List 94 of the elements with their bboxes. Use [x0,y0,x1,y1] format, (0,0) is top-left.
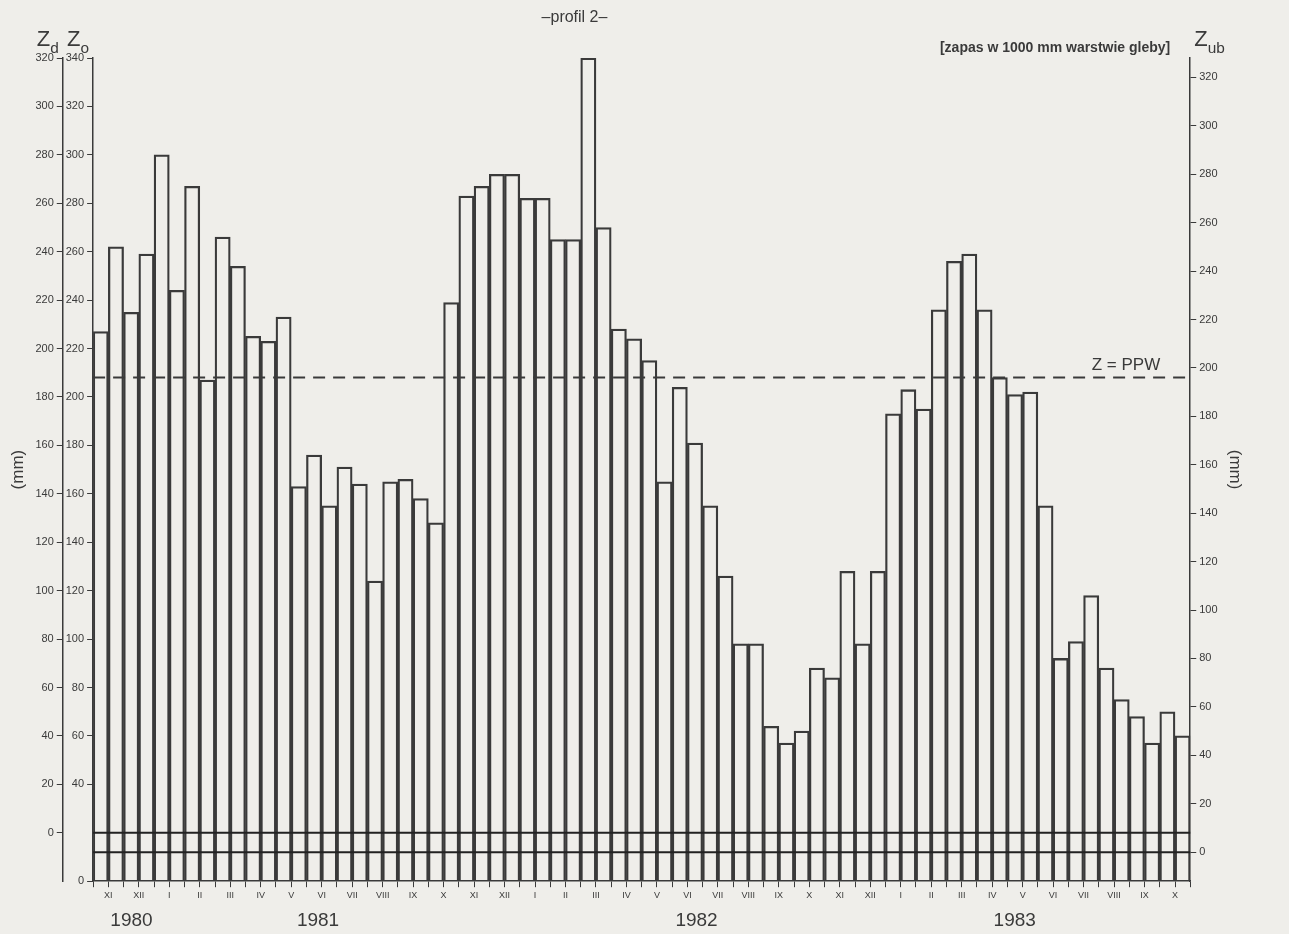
x-tick-label: XI [469,890,479,901]
x-tick-label: II [562,890,568,901]
y2-tick-label: 0 [47,825,54,838]
x-tick-label: IV [256,890,265,901]
y3-tick-label: 140 [1199,506,1218,519]
x-tick-label: IX [408,890,418,901]
x-tick-label: VI [1048,890,1058,901]
y3-tick-label: 240 [1199,264,1218,277]
y2-tick-label: 280 [35,147,54,160]
x-tick-label: IV [987,890,997,901]
y2-tick-label: 100 [35,583,54,596]
x-tick-label: X [806,890,813,901]
x-tick-label: I [899,890,902,901]
x-tick-label: II [197,890,203,901]
y-tick-label: 300 [65,147,85,160]
y2-tick-label: 120 [35,535,54,548]
x-tick-label: X [1172,890,1179,901]
text: 1982 [675,909,718,930]
y2-tick-label: 60 [41,680,54,693]
y2-tick-label: 260 [35,196,54,209]
y-tick-label: 320 [65,99,85,112]
x-tick-label: VIII [375,890,390,901]
y2-tick-label: 200 [35,341,54,354]
x-tick-label: IX [1140,890,1149,901]
y3-tick-label: 100 [1199,603,1218,616]
y2-tick-label: 180 [35,390,54,402]
y-tick-label: 160 [65,486,85,499]
text: 1983 [993,909,1036,930]
y-tick-label: 200 [65,390,85,402]
x-tick-label: XII [133,890,145,901]
y3-tick-label: 40 [1199,748,1212,761]
y-tick-label: 60 [71,728,85,741]
x-tick-label: VIII [1107,890,1121,901]
y2-tick-label: 240 [35,244,54,257]
x-tick-label: V [288,890,295,901]
text: 1981 [296,909,340,930]
x-tick-label: III [226,890,235,901]
y3-tick-label: 300 [1199,118,1218,131]
y2-tick-label: 20 [41,777,54,790]
y3-tick-label: 20 [1199,796,1212,809]
y-tick-label: 180 [65,438,85,451]
y2-axis-title: (mm) [7,449,27,490]
x-tick-label: IX [774,890,784,901]
chart-title: –profil 2– [541,8,608,25]
x-tick-label: VI [317,890,326,901]
x-tick-label: V [653,890,660,901]
y-tick-label: 40 [71,777,85,790]
x-tick-label: VII [346,890,358,901]
x-tick-label: III [957,890,966,901]
y3-tick-label: 200 [1199,360,1218,373]
x-tick-label: VII [712,890,724,901]
y3-tick-label: 320 [1199,70,1218,83]
x-tick-label: XI [104,890,113,901]
x-tick-label: XII [864,890,876,901]
x-tick-label: VIII [741,890,756,901]
x-tick-label: X [440,890,447,901]
x-tick-label: III [592,890,600,901]
y2-tick-label: 140 [35,486,54,499]
ref-line-label: Z = PPW [1091,354,1161,374]
y-tick-label: 240 [65,293,85,306]
y-tick-label: 220 [65,341,85,354]
x-tick-label: VII [1078,890,1090,901]
y-tick-label: 120 [65,583,85,596]
y3-tick-label: 220 [1199,312,1218,325]
y3-tick-label: 260 [1199,215,1218,228]
y2-tick-label: 220 [35,293,54,306]
y3-tick-label: 160 [1199,457,1218,470]
x-tick-label: IV [622,890,631,901]
y-tick-label: 280 [65,196,85,209]
y3-tick-label: 180 [1199,409,1218,422]
y3-tick-label: 120 [1199,554,1218,567]
x-tick-label: V [1019,890,1026,901]
y-tick-label: 140 [65,535,85,548]
y3-axis-title: (mm) [1226,449,1246,490]
x-tick-label: I [533,890,537,901]
y3-tick-label: 60 [1199,699,1212,712]
chart-subtitle: [zapas w 1000 mm warstwie gleby] [939,39,1171,55]
y-tick-label: 260 [65,244,85,257]
y2-tick-label: 40 [41,728,54,741]
y3-tick-label: 80 [1199,651,1212,664]
x-tick-label: I [168,890,171,901]
y-tick-label: 100 [65,632,85,645]
x-tick-label: XII [499,890,511,901]
y2-tick-label: 160 [35,438,54,451]
y-tick-label: 0 [77,874,85,887]
y3-tick-label: 280 [1199,167,1218,180]
x-tick-label: XI [835,890,845,901]
y3-tick-label: 0 [1199,845,1206,858]
y-tick-label: 80 [71,680,85,693]
y2-tick-label: 300 [35,99,54,112]
y2-tick-label: 80 [41,632,54,645]
text: 1980 [110,909,153,930]
x-tick-label: VI [683,890,692,901]
x-tick-label: II [928,890,934,901]
